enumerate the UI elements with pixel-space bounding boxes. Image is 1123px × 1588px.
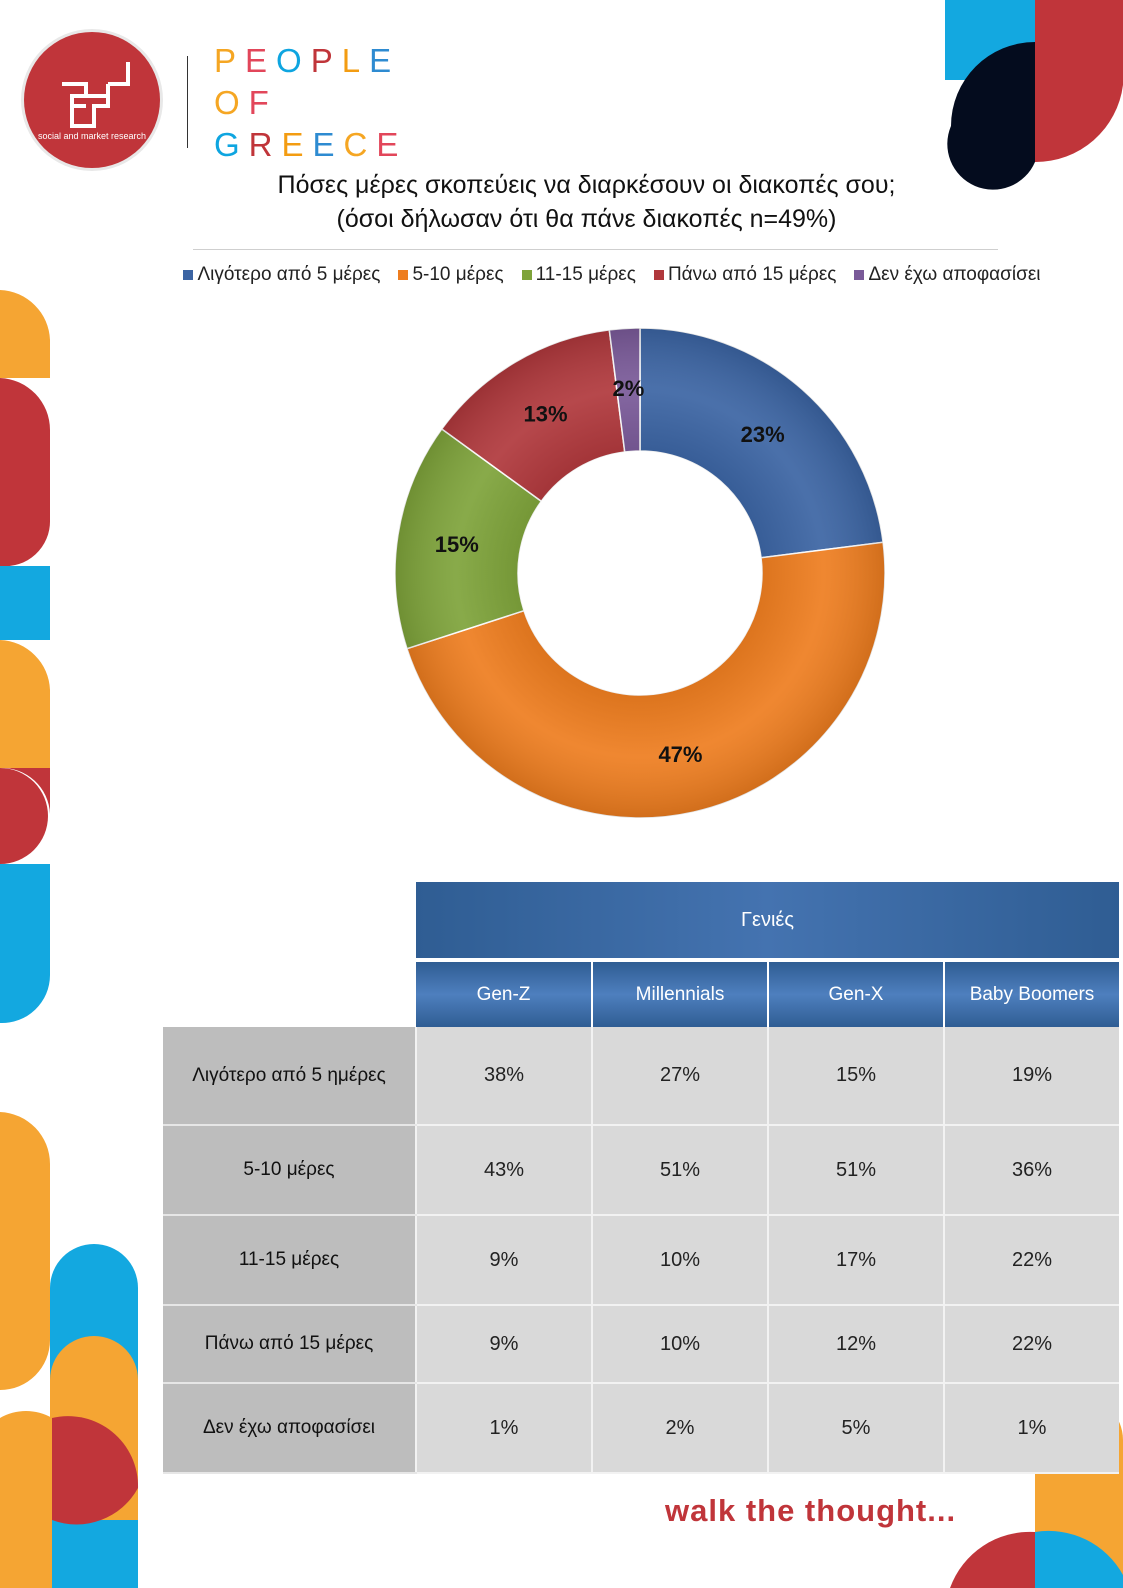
table-cell: 2%: [591, 1383, 768, 1474]
legend-swatch: [521, 270, 532, 280]
people-of-greece-logo: PEOPLE OF GREECE: [214, 40, 407, 166]
table-cell: 22%: [943, 1215, 1119, 1306]
table-cell: 9%: [415, 1215, 592, 1306]
table-cell: 43%: [415, 1125, 592, 1216]
table-cell: 1%: [415, 1383, 592, 1474]
column-header: Baby Boomers: [943, 960, 1119, 1027]
table-cell: 19%: [943, 1027, 1119, 1126]
chart-subtitle: (όσοι δήλωσαν ότι θα πάνε διακοπές n=49%…: [336, 205, 837, 233]
table-cell: 1%: [943, 1383, 1119, 1474]
table-cell: 10%: [591, 1305, 768, 1384]
column-header: Gen-Z: [416, 960, 592, 1027]
table-cell: 9%: [415, 1305, 592, 1384]
table-cell: 17%: [767, 1215, 944, 1306]
brand-word: GREECE: [214, 126, 408, 163]
logo-mark-icon: [62, 62, 130, 128]
legend-item: 11-15 μέρες: [521, 264, 636, 286]
legend-label: 11-15 μέρες: [535, 264, 636, 285]
table-row: 5-10 μέρες 43% 51% 51% 36%: [163, 1125, 1119, 1216]
table-cell: 15%: [767, 1027, 944, 1126]
legend-item: Λιγότερο από 5 μέρες: [183, 264, 380, 286]
legend-item: Δεν έχω αποφασίσει: [854, 264, 1041, 286]
legend-swatch: [854, 270, 865, 280]
table-cell: 12%: [767, 1305, 944, 1384]
table-row: 11-15 μέρες 9% 10% 17% 22%: [163, 1215, 1119, 1306]
slice-label: 13%: [524, 401, 568, 426]
row-label: Πάνω από 15 μέρες: [163, 1305, 416, 1384]
table-cell: 27%: [591, 1027, 768, 1126]
slice-label: 2%: [612, 376, 644, 401]
generations-table: Γενιές Gen-Z Millennials Gen-X Baby Boomers…: [163, 882, 1119, 1474]
row-label: 5-10 μέρες: [163, 1125, 416, 1216]
table-cell: 36%: [943, 1125, 1119, 1216]
row-label: 11-15 μέρες: [163, 1215, 416, 1306]
table-cell: 38%: [415, 1027, 592, 1126]
generations-header: Γενιές: [416, 882, 1119, 962]
slice-label: 23%: [741, 422, 785, 447]
legend-label: Δεν έχω αποφασίσει: [868, 264, 1041, 285]
legend-swatch: [183, 270, 194, 280]
table-cell: 51%: [591, 1125, 768, 1216]
chart-title-block: Πόσες μέρες σκοπεύεις να διαρκέσουν οι δ…: [150, 168, 1023, 236]
tagline: walk the thought...: [665, 1493, 957, 1528]
donut-chart: 23% 47% 15% 13% 2%: [394, 327, 886, 819]
company-logo: social and market research: [24, 32, 160, 168]
row-label: Λιγότερο από 5 ημέρες: [163, 1027, 416, 1126]
slice-label: 15%: [435, 532, 479, 557]
table-row: Δεν έχω αποφασίσει 1% 2% 5% 1%: [163, 1383, 1119, 1474]
chart-title: Πόσες μέρες σκοπεύεις να διαρκέσουν οι δ…: [277, 171, 896, 199]
slice-label: 47%: [658, 742, 702, 767]
logo-divider: [187, 56, 188, 148]
logo-subtitle: social and market research: [37, 131, 147, 141]
title-divider: [193, 249, 998, 250]
legend-label: Πάνω από 15 μέρες: [667, 264, 837, 285]
table-cell: 10%: [591, 1215, 768, 1306]
chart-legend: Λιγότερο από 5 μέρες 5-10 μέρες 11-15 μέρε…: [112, 264, 1112, 286]
legend-swatch: [398, 270, 409, 280]
brand-word: PEOPLE: [214, 42, 401, 79]
table-cell: 22%: [943, 1305, 1119, 1384]
table-cell: 51%: [767, 1125, 944, 1216]
legend-label: 5-10 μέρες: [412, 264, 504, 285]
legend-item: 5-10 μέρες: [398, 264, 504, 286]
legend-item: Πάνω από 15 μέρες: [653, 264, 837, 286]
table-cell: 5%: [767, 1383, 944, 1474]
brand-word: OF: [214, 84, 278, 121]
column-header: Gen-X: [767, 960, 944, 1027]
legend-label: Λιγότερο από 5 μέρες: [197, 264, 381, 285]
table-row: Πάνω από 15 μέρες 9% 10% 12% 22%: [163, 1305, 1119, 1384]
column-header: Millennials: [591, 960, 768, 1027]
table-row: Λιγότερο από 5 ημέρες 38% 27% 15% 19%: [163, 1027, 1119, 1126]
row-label: Δεν έχω αποφασίσει: [163, 1383, 416, 1474]
legend-swatch: [653, 270, 664, 280]
